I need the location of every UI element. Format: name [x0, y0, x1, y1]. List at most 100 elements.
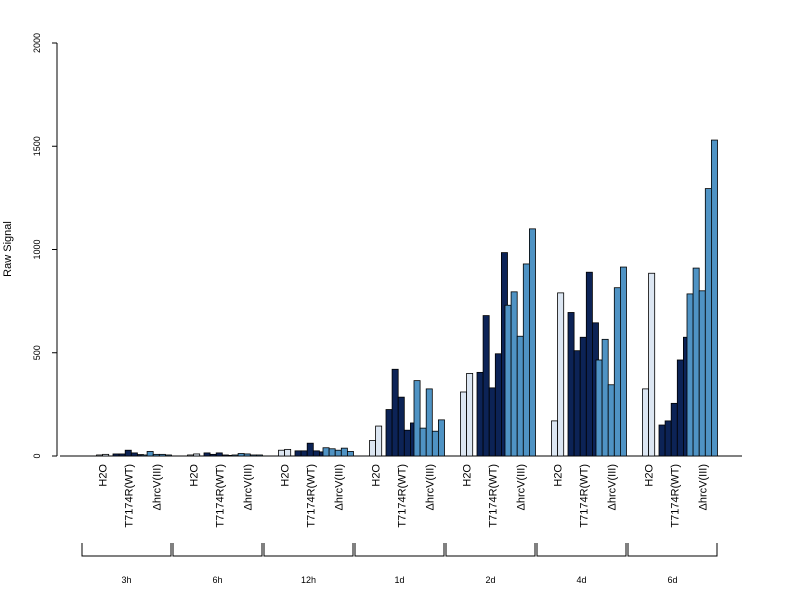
bar [346, 451, 354, 457]
bar [585, 271, 593, 457]
category-label: H2O [462, 464, 474, 487]
group-bracket [445, 543, 536, 557]
bar [494, 353, 502, 457]
group-bracket [263, 543, 354, 557]
bar [124, 449, 132, 457]
bar [312, 450, 320, 457]
bar [648, 272, 656, 457]
bar [391, 368, 399, 457]
group-label: 12h [301, 575, 316, 585]
y-tick-label: 2000 [32, 33, 42, 53]
group-bracket [172, 543, 263, 557]
bar [419, 427, 427, 457]
category-label: H2O [280, 464, 292, 487]
category-label: ΔhrcV(III) [151, 464, 163, 510]
bars-layer [96, 139, 718, 457]
bar [664, 420, 672, 457]
bar [369, 440, 376, 457]
bar [130, 452, 138, 457]
bar [482, 315, 490, 457]
bar [607, 384, 615, 457]
bar [146, 451, 154, 457]
bar [698, 290, 706, 457]
group-label: 1d [394, 575, 404, 585]
group-label: 3h [121, 575, 131, 585]
category-label: H2O [644, 464, 656, 487]
bar [686, 293, 694, 457]
bar [255, 454, 263, 457]
category-label: T7174R(WT) [123, 464, 135, 528]
bar [231, 454, 239, 457]
bar [158, 453, 166, 457]
y-tick-label: 500 [32, 345, 42, 360]
category-label: ΔhrcV(III) [515, 464, 527, 510]
bar [711, 139, 718, 457]
bar [300, 450, 308, 457]
bar [140, 454, 148, 457]
category-label: H2O [98, 464, 110, 487]
y-tick-label: 1000 [32, 239, 42, 259]
bar [237, 453, 245, 457]
bar [294, 450, 302, 457]
bar [375, 425, 383, 457]
category-label: T7174R(WT) [487, 464, 499, 528]
bar [243, 453, 251, 457]
category-label: H2O [371, 464, 383, 487]
bar [642, 388, 649, 457]
y-tick-label: 1500 [32, 136, 42, 156]
bar [322, 447, 330, 457]
bar [187, 454, 194, 457]
group-label: 6h [212, 575, 222, 585]
category-labels: H2O T7174R(WT) ΔhrcV(III) H2O T7174R(WT) Δhrc… [98, 464, 710, 528]
bar [152, 453, 160, 457]
bar [704, 188, 712, 457]
bar [551, 420, 558, 457]
y-axis-title: Raw Signal [2, 221, 14, 277]
bar [567, 312, 575, 457]
category-label: ΔhrcV(III) [697, 464, 709, 510]
y-tick-label: 0 [32, 453, 42, 458]
group-label: 2d [485, 575, 495, 585]
bar [413, 380, 421, 457]
category-label: T7174R(WT) [578, 464, 590, 528]
bar [579, 336, 587, 457]
bar [425, 388, 433, 457]
bar [334, 449, 342, 457]
bar [658, 424, 666, 457]
category-label: ΔhrcV(III) [242, 464, 254, 510]
category-label: T7174R(WT) [214, 464, 226, 528]
bar [328, 448, 336, 457]
bar [676, 359, 684, 457]
group-brackets: 3h 6h 12h 1d 2d 4d 6d [81, 543, 718, 585]
bar [284, 448, 292, 457]
bar [522, 263, 530, 457]
group-label: 6d [667, 575, 677, 585]
y-axis: 0 500 1000 1500 2000 [32, 33, 58, 459]
bar [403, 429, 411, 457]
bar [613, 287, 621, 457]
category-label: T7174R(WT) [396, 464, 408, 528]
bar [306, 442, 314, 457]
bar [557, 292, 565, 457]
bar [504, 304, 512, 457]
bar [431, 430, 439, 457]
group-bracket [627, 543, 718, 557]
bar [96, 454, 103, 457]
bar [203, 452, 211, 457]
bar [601, 338, 609, 457]
category-label: H2O [553, 464, 565, 487]
bar [670, 402, 678, 457]
bar [340, 447, 348, 457]
bar [193, 453, 201, 457]
bar [385, 409, 393, 457]
bar [620, 266, 627, 457]
group-bracket [81, 543, 172, 557]
bar [516, 335, 524, 457]
bar [221, 454, 229, 457]
bar [595, 359, 603, 457]
group-bracket [354, 543, 445, 557]
bar [397, 396, 405, 457]
bar [112, 453, 120, 457]
category-label: T7174R(WT) [305, 464, 317, 528]
bar [164, 454, 172, 457]
